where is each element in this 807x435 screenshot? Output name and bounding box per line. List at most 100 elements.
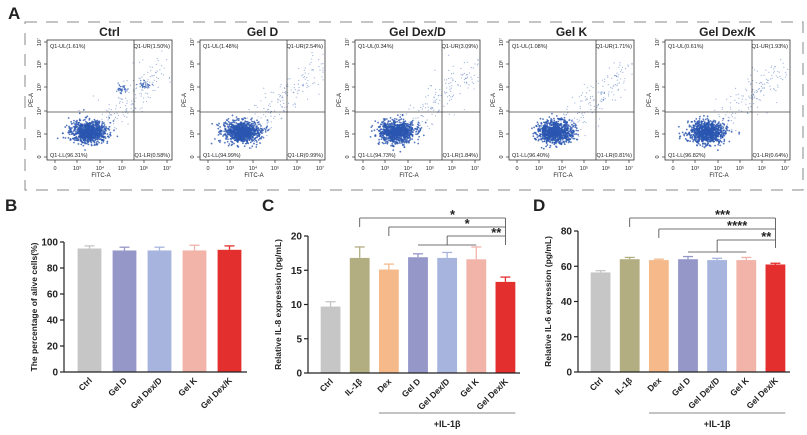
scatter-point: [244, 125, 247, 127]
scatter-point: [84, 116, 87, 119]
scatter-point: [379, 128, 382, 131]
scatter-point: [238, 129, 241, 132]
scatter-point: [139, 79, 142, 82]
scatter-point: [83, 132, 86, 134]
scatter-point: [434, 115, 437, 117]
scatter-point: [78, 124, 81, 127]
scatter-point: [378, 132, 381, 135]
scatter-point: [560, 137, 563, 140]
scatter-point: [271, 101, 273, 103]
scatter-point: [256, 131, 259, 134]
scatter-point: [101, 118, 103, 120]
scatter-point: [597, 91, 599, 93]
scatter-point: [599, 107, 601, 110]
scatter-point: [246, 122, 249, 125]
scatter-point: [572, 121, 574, 123]
scatter-point: [157, 59, 159, 62]
scatter-point: [420, 126, 423, 129]
scatter-point: [95, 122, 98, 125]
scatter-point: [572, 126, 575, 128]
scatter-point: [224, 125, 226, 127]
scatter-point: [388, 136, 391, 139]
scatter-point: [250, 122, 253, 125]
scatter-point: [68, 125, 70, 128]
scatter-point: [318, 66, 320, 68]
scatter-point: [560, 122, 562, 125]
scatter-point: [395, 118, 398, 121]
scatter-point: [463, 72, 465, 75]
scatter-point: [120, 98, 122, 100]
scatter-point: [548, 140, 551, 143]
scatter-point: [96, 133, 99, 136]
scatter-point: [419, 122, 421, 124]
scatter-point: [396, 130, 399, 133]
scatter-point: [97, 99, 100, 101]
scatter-point: [452, 65, 454, 67]
scatter-point: [100, 142, 103, 145]
scatter-point: [573, 130, 575, 133]
scatter-point: [231, 134, 234, 136]
scatter-point: [728, 140, 731, 143]
scatter-point: [89, 140, 92, 142]
scatter-point: [230, 137, 233, 140]
scatter-point: [607, 84, 610, 86]
scatter-point: [90, 133, 93, 136]
scatter-point: [568, 130, 571, 133]
scatter-point: [385, 127, 388, 130]
scatter-point: [101, 125, 103, 127]
scatter-points: [56, 50, 171, 151]
scatter-point: [596, 105, 598, 107]
scatter-point: [311, 58, 313, 60]
scatter-point: [378, 138, 380, 141]
y-tick-label: 10⁷: [498, 38, 505, 46]
scatter-point: [408, 126, 411, 129]
scatter-point: [537, 127, 540, 130]
flow-plot-2: Gel DQ1-UL(1.48%) Q1-UR(2.54%)Q1-LL(94.99…: [182, 25, 326, 179]
scatter-point: [149, 66, 151, 68]
scatter-point: [230, 125, 233, 128]
scatter-point: [603, 92, 606, 94]
scatter-point: [540, 146, 543, 149]
scatter-point: [546, 123, 549, 125]
scatter-point: [540, 125, 542, 127]
scatter-point: [312, 83, 314, 85]
scatter-point: [619, 64, 621, 66]
scatter-point: [285, 93, 287, 95]
scatter-point: [132, 62, 134, 64]
scatter-point: [86, 137, 89, 139]
scatter-point: [409, 124, 412, 127]
scatter-point: [391, 127, 394, 130]
scatter-point: [532, 132, 535, 135]
y-tick-label: 10³: [345, 130, 351, 138]
scatter-point: [572, 96, 574, 98]
scatter-point: [255, 129, 258, 132]
scatter-point: [450, 87, 452, 89]
scatter-point: [452, 72, 455, 74]
quadrant-lr-label: Q1-LR(1.84%): [443, 153, 479, 159]
scatter-point: [141, 85, 144, 87]
scatter-point: [105, 127, 108, 130]
scatter-point: [550, 137, 553, 140]
scatter-point: [557, 128, 560, 131]
scatter-point: [618, 82, 621, 84]
scatter-point: [90, 141, 93, 144]
scatter-point: [389, 137, 392, 140]
scatter-point: [99, 130, 102, 132]
scatter-point: [223, 130, 226, 133]
y-axis-label: PE-A: [29, 93, 35, 107]
scatter-point: [445, 82, 447, 84]
scatter-point: [155, 72, 157, 74]
scatter-point: [257, 139, 260, 141]
scatter-point: [701, 143, 704, 145]
scatter-point: [227, 120, 230, 123]
scatter-point: [311, 69, 313, 71]
scatter-point: [432, 123, 434, 125]
scatter-point: [247, 129, 249, 132]
scatter-point: [580, 94, 582, 96]
scatter-point: [309, 63, 311, 65]
scatter-point: [231, 141, 234, 144]
scatter-point: [446, 87, 448, 89]
scatter-point: [413, 107, 415, 109]
scatter-point: [396, 131, 398, 133]
scatter-point: [243, 122, 245, 124]
